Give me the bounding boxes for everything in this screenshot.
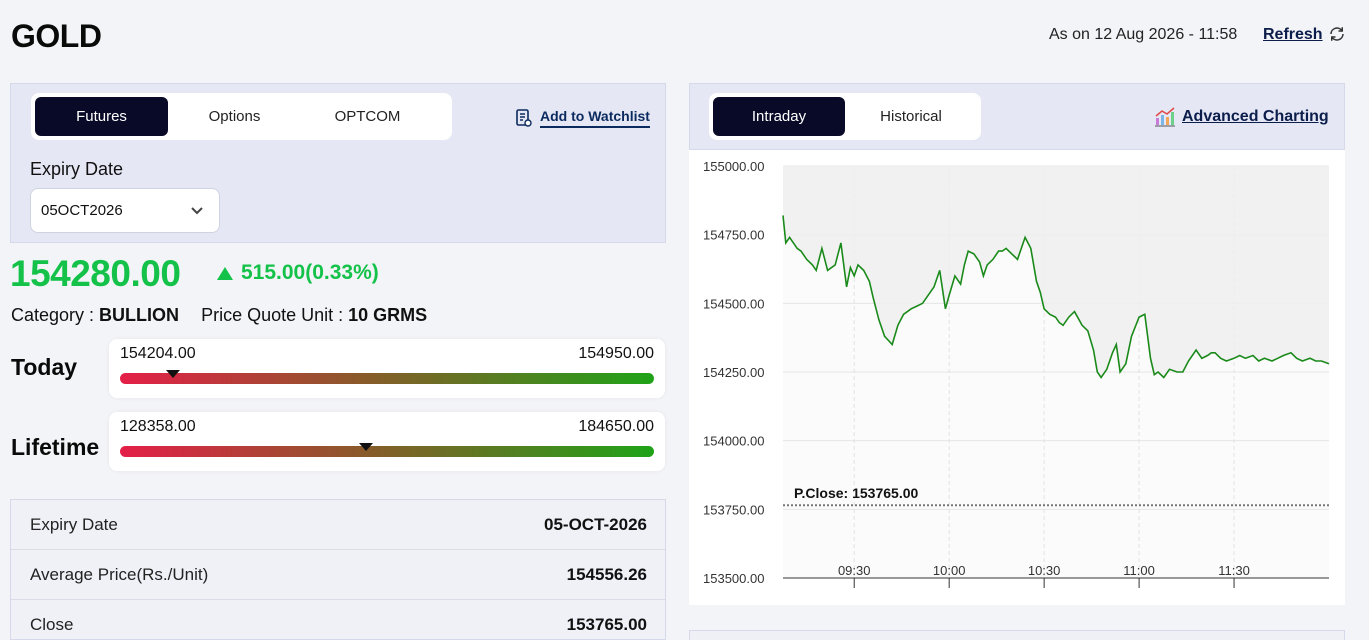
- tab-optcom[interactable]: OPTCOM: [334, 108, 401, 125]
- y-tick-label: 155000.00: [703, 159, 764, 174]
- advanced-charting-label: Advanced Charting: [1182, 108, 1329, 125]
- category-value: BULLION: [99, 305, 180, 325]
- quote-unit-key: Price Quote Unit :: [201, 305, 349, 325]
- lifetime-marker: [358, 443, 373, 451]
- expiry-date-label: Expiry Date: [30, 159, 124, 179]
- refresh-icon[interactable]: [1328, 25, 1346, 43]
- detail-key: Expiry Date: [30, 515, 118, 534]
- contract-details-table: Expiry Date 05-OCT-2026 Average Price(Rs…: [10, 499, 666, 640]
- tab-intraday[interactable]: Intraday: [713, 97, 845, 136]
- contract-selector-panel: Futures Options OPTCOM Add to Watchlist …: [10, 83, 666, 243]
- lifetime-range-bar: [120, 446, 654, 457]
- refresh-link[interactable]: Refresh: [1263, 26, 1323, 43]
- price-change: 515.00(0.33%): [217, 261, 379, 285]
- table-row: Average Price(Rs./Unit) 154556.26: [11, 550, 665, 600]
- table-row: Close 153765.00: [11, 600, 665, 640]
- chart-range-tabs: Intraday Historical: [709, 93, 981, 140]
- chevron-down-icon: [191, 207, 203, 215]
- x-tick-label: 11:30: [1218, 563, 1250, 578]
- page-title: GOLD: [11, 18, 102, 54]
- lifetime-low: 128358.00: [120, 418, 196, 435]
- today-range-bar: [120, 373, 654, 384]
- today-label: Today: [11, 354, 78, 380]
- tab-historical[interactable]: Historical: [880, 108, 942, 125]
- chart-header: Intraday Historical Advanced Charting: [689, 83, 1345, 150]
- tab-futures[interactable]: Futures: [35, 97, 168, 136]
- quote-unit-value: 10 GRMS: [348, 305, 428, 325]
- advanced-charting-link[interactable]: Advanced Charting: [1154, 107, 1329, 127]
- as-on-timestamp: As on 12 Aug 2026 - 11:58: [1049, 26, 1238, 43]
- intraday-chart: 155000.00 154750.00 154500.00 154250.00 1540…: [689, 150, 1345, 605]
- chart-icon: [1155, 107, 1175, 127]
- detail-value: 05-OCT-2026: [544, 515, 647, 534]
- today-low: 154204.00: [120, 345, 196, 362]
- detail-key: Close: [30, 615, 74, 634]
- lifetime-range: 128358.00 184650.00: [109, 412, 665, 471]
- category-line: Category : BULLION Price Quote Unit : 10…: [11, 305, 427, 326]
- y-tick-label: 154500.00: [703, 296, 764, 311]
- y-tick-label: 154000.00: [703, 434, 764, 449]
- price-series-line: [782, 215, 1330, 379]
- x-tick-label: 10:30: [1028, 563, 1061, 578]
- today-high: 154950.00: [578, 345, 654, 362]
- lifetime-high: 184650.00: [578, 418, 654, 435]
- y-tick-label: 154250.00: [703, 365, 764, 380]
- x-tick-label: 09:30: [838, 563, 871, 578]
- up-arrow-icon: [217, 266, 233, 280]
- area-above-line: [783, 166, 1329, 378]
- watchlist-icon: [516, 109, 532, 127]
- x-tick-label: 11:00: [1123, 563, 1155, 578]
- category-key: Category :: [11, 305, 100, 325]
- expiry-date-select[interactable]: 05OCT2026: [30, 188, 220, 233]
- today-marker: [166, 370, 181, 378]
- detail-key: Average Price(Rs./Unit): [30, 565, 209, 584]
- y-tick-label: 153750.00: [703, 502, 764, 517]
- watchlist-label: Add to Watchlist: [540, 108, 650, 128]
- prev-close-label: P.Close: 153765.00: [794, 485, 918, 501]
- detail-value: 153765.00: [566, 615, 647, 634]
- add-to-watchlist-button[interactable]: Add to Watchlist: [516, 108, 650, 128]
- last-price: 154280.00: [10, 253, 181, 294]
- contract-type-tabs: Futures Options OPTCOM: [31, 93, 452, 140]
- detail-value: 154556.26: [566, 565, 647, 584]
- expiry-date-value: 05OCT2026: [41, 202, 123, 219]
- tab-options[interactable]: Options: [208, 108, 261, 125]
- x-tick-label: 10:00: [933, 563, 966, 578]
- y-tick-label: 154750.00: [703, 228, 764, 243]
- price-change-value: 515.00(0.33%): [241, 261, 379, 284]
- intraday-chart-svg: 155000.00 154750.00 154500.00 154250.00 1540…: [703, 159, 1330, 588]
- next-panel: [689, 630, 1345, 640]
- table-row: Expiry Date 05-OCT-2026: [11, 500, 665, 550]
- y-tick-label: 153500.00: [703, 571, 764, 586]
- lifetime-label: Lifetime: [11, 434, 100, 460]
- today-range: 154204.00 154950.00: [109, 339, 665, 398]
